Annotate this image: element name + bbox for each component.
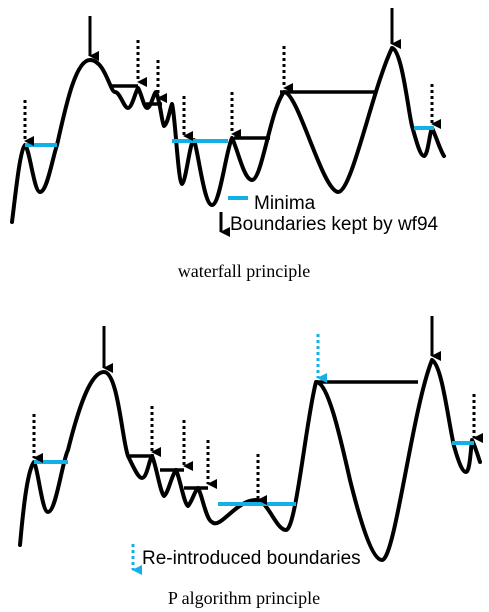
kept-legend-label: Boundaries kept by wf94 (230, 214, 439, 235)
minima-legend-label: Minima (254, 193, 316, 214)
relief-curve-bottom (18, 358, 482, 562)
waterfall-panel: Minima Boundaries kept by wf94 waterfall… (10, 8, 446, 281)
p-algorithm-panel: Re-introduced boundaries P algorithm pri… (18, 316, 483, 608)
relief-curve-top (10, 46, 446, 224)
panel-caption-p-algorithm: P algorithm principle (168, 588, 320, 608)
panel-caption-waterfall: waterfall principle (178, 261, 310, 281)
reintroduced-legend-label: Re-introduced boundaries (142, 548, 361, 569)
